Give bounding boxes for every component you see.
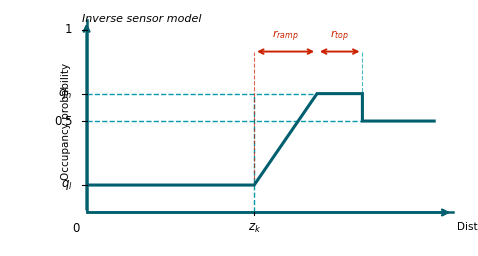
Text: $z_k$: $z_k$ [248, 222, 261, 235]
Text: Occupancy probability: Occupancy probability [61, 62, 71, 180]
Text: 0: 0 [73, 222, 80, 234]
Text: $r_{ramp}$: $r_{ramp}$ [272, 29, 299, 44]
Text: $r_{top}$: $r_{top}$ [330, 29, 349, 44]
Text: 0.5: 0.5 [54, 114, 73, 127]
Text: 1: 1 [65, 23, 73, 36]
Text: Inverse sensor model: Inverse sensor model [82, 14, 202, 24]
Text: Distance from sensor: Distance from sensor [456, 222, 478, 232]
Text: $q_l$: $q_l$ [61, 178, 73, 192]
Text: $q_h$: $q_h$ [58, 87, 73, 101]
